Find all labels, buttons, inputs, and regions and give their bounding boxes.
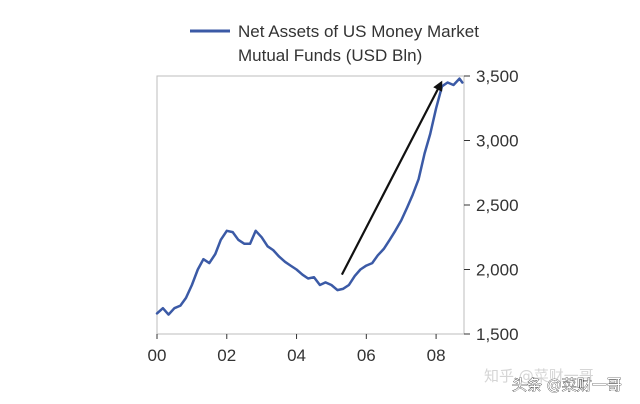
x-tick-label: 00 [148,346,167,365]
y-tick-label: 1,500 [476,325,519,344]
plot-frame [156,75,465,335]
y-tick-label: 3,500 [476,67,519,86]
legend-entry-line-2: Mutual Funds (USD Bln) [238,46,422,65]
series-layer [155,77,464,316]
annotation-layer [340,80,443,276]
legend: Net Assets of US Money Market Mutual Fun… [190,22,479,65]
series-line [155,77,464,316]
watermark: 头条 @菜财一哥 [512,376,622,394]
x-tick-label: 02 [217,346,236,365]
y-tick-label: 2,000 [476,261,519,280]
x-tick-label: 04 [287,346,306,365]
y-tick-label: 2,500 [476,196,519,215]
x-axis: 00 02 04 06 08 [148,334,446,365]
y-tick-label: 3,000 [476,132,519,151]
annotation-arrow [340,80,443,276]
y-axis: 1,500 2,000 2,500 3,000 3,500 [464,67,519,344]
legend-entry-line-1: Net Assets of US Money Market [238,22,479,41]
x-tick-label: 06 [357,346,376,365]
watermark-faint: 知乎 @菜财一哥 [484,367,594,385]
x-tick-label: 08 [427,346,446,365]
